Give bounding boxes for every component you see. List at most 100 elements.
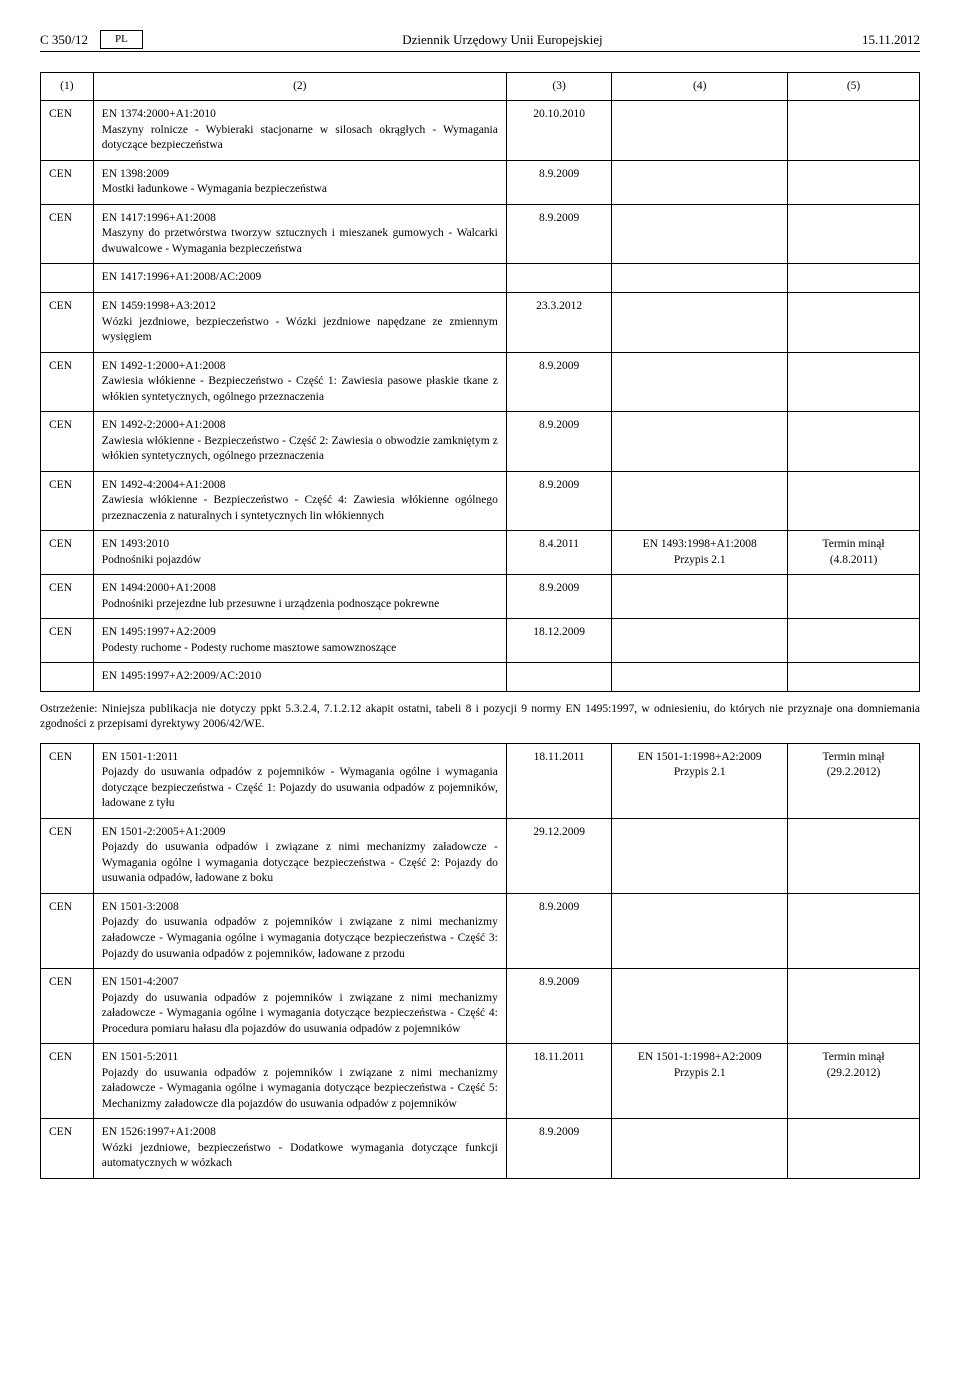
- cell-date: 8.9.2009: [506, 160, 611, 204]
- cell-date: 8.9.2009: [506, 969, 611, 1044]
- cell-date: 23.3.2012: [506, 293, 611, 353]
- col-header-1: (1): [41, 72, 94, 101]
- cell-deadline: [788, 264, 920, 293]
- standard-desc: Podesty ruchome - Podesty ruchome maszto…: [102, 641, 498, 657]
- cell-superseded: [612, 293, 788, 353]
- table-row: CENEN 1526:1997+A1:2008Wózki jezdniowe, …: [41, 1119, 920, 1179]
- table-row: CENEN 1493:2010Podnośniki pojazdów8.4.20…: [41, 531, 920, 575]
- standard-code: EN 1374:2000+A1:2010: [102, 107, 498, 123]
- cell-org: CEN: [41, 101, 94, 161]
- standard-desc: Pojazdy do usuwania odpadów z pojemników…: [102, 1066, 498, 1113]
- standard-desc: Zawiesia włókienne - Bezpieczeństwo - Cz…: [102, 434, 498, 465]
- cell-org: CEN: [41, 352, 94, 412]
- standard-desc: Mostki ładunkowe - Wymagania bezpieczeńs…: [102, 182, 498, 198]
- cell-date: 8.9.2009: [506, 412, 611, 472]
- cell-superseded: [612, 619, 788, 663]
- table-row: EN 1417:1996+A1:2008/AC:2009: [41, 264, 920, 293]
- standard-desc: Pojazdy do usuwania odpadów z pojemników…: [102, 991, 498, 1038]
- cell-date: 8.9.2009: [506, 575, 611, 619]
- col-header-3: (3): [506, 72, 611, 101]
- standard-code: EN 1459:1998+A3:2012: [102, 299, 498, 315]
- warning-text: Ostrzeżenie: Niniejsza publikacja nie do…: [40, 702, 920, 733]
- table-row: CENEN 1501-5:2011Pojazdy do usuwania odp…: [41, 1044, 920, 1119]
- standard-code: EN 1417:1996+A1:2008/AC:2009: [102, 270, 498, 286]
- page-header: C 350/12 PL Dziennik Urzędowy Unii Europ…: [40, 30, 920, 52]
- cell-date: [506, 264, 611, 293]
- col-header-5: (5): [788, 72, 920, 101]
- cell-deadline: Termin minął (4.8.2011): [788, 531, 920, 575]
- col-header-4: (4): [612, 72, 788, 101]
- standard-code: EN 1492-4:2004+A1:2008: [102, 478, 498, 494]
- header-left: C 350/12 PL: [40, 30, 143, 49]
- cell-superseded: [612, 204, 788, 264]
- cell-standard: EN 1501-2:2005+A1:2009Pojazdy do usuwani…: [93, 818, 506, 893]
- cell-standard: EN 1501-3:2008Pojazdy do usuwania odpadó…: [93, 893, 506, 968]
- standard-code: EN 1492-2:2000+A1:2008: [102, 418, 498, 434]
- standard-desc: Zawiesia włókienne - Bezpieczeństwo - Cz…: [102, 493, 498, 524]
- cell-date: 8.9.2009: [506, 204, 611, 264]
- cell-date: 18.11.2011: [506, 1044, 611, 1119]
- cell-superseded: EN 1493:1998+A1:2008 Przypis 2.1: [612, 531, 788, 575]
- standard-code: EN 1495:1997+A2:2009/AC:2010: [102, 669, 498, 685]
- cell-date: 8.9.2009: [506, 893, 611, 968]
- cell-standard: EN 1501-5:2011Pojazdy do usuwania odpadó…: [93, 1044, 506, 1119]
- table-row: CENEN 1374:2000+A1:2010Maszyny rolnicze …: [41, 101, 920, 161]
- cell-org: CEN: [41, 893, 94, 968]
- cell-standard: EN 1374:2000+A1:2010Maszyny rolnicze - W…: [93, 101, 506, 161]
- standards-table-2: CENEN 1501-1:2011Pojazdy do usuwania odp…: [40, 743, 920, 1179]
- standard-code: EN 1492-1:2000+A1:2008: [102, 359, 498, 375]
- standard-desc: Wózki jezdniowe, bezpieczeństwo - Wózki …: [102, 315, 498, 346]
- standard-code: EN 1495:1997+A2:2009: [102, 625, 498, 641]
- standard-code: EN 1501-5:2011: [102, 1050, 498, 1066]
- standard-code: EN 1526:1997+A1:2008: [102, 1125, 498, 1141]
- cell-org: CEN: [41, 204, 94, 264]
- cell-date: 8.9.2009: [506, 1119, 611, 1179]
- cell-org: CEN: [41, 1119, 94, 1179]
- standard-code: EN 1493:2010: [102, 537, 498, 553]
- cell-org: CEN: [41, 575, 94, 619]
- standard-code: EN 1398:2009: [102, 167, 498, 183]
- cell-superseded: [612, 969, 788, 1044]
- cell-standard: EN 1417:1996+A1:2008Maszyny do przetwórs…: [93, 204, 506, 264]
- lang-code: PL: [100, 30, 143, 49]
- table-row: CENEN 1398:2009Mostki ładunkowe - Wymaga…: [41, 160, 920, 204]
- table-row: CENEN 1501-3:2008Pojazdy do usuwania odp…: [41, 893, 920, 968]
- table-row: EN 1495:1997+A2:2009/AC:2010: [41, 663, 920, 692]
- cell-superseded: [612, 893, 788, 968]
- cell-superseded: [612, 412, 788, 472]
- table-row: CENEN 1495:1997+A2:2009Podesty ruchome -…: [41, 619, 920, 663]
- cell-org: CEN: [41, 619, 94, 663]
- cell-standard: EN 1493:2010Podnośniki pojazdów: [93, 531, 506, 575]
- cell-org: CEN: [41, 412, 94, 472]
- standard-desc: Wózki jezdniowe, bezpieczeństwo - Dodatk…: [102, 1141, 498, 1172]
- standard-desc: Maszyny rolnicze - Wybieraki stacjonarne…: [102, 123, 498, 154]
- cell-deadline: [788, 160, 920, 204]
- cell-deadline: [788, 575, 920, 619]
- cell-standard: EN 1495:1997+A2:2009Podesty ruchome - Po…: [93, 619, 506, 663]
- cell-date: 29.12.2009: [506, 818, 611, 893]
- col-header-2: (2): [93, 72, 506, 101]
- cell-org: [41, 264, 94, 293]
- cell-date: 8.9.2009: [506, 352, 611, 412]
- standard-code: EN 1417:1996+A1:2008: [102, 211, 498, 227]
- cell-standard: EN 1398:2009Mostki ładunkowe - Wymagania…: [93, 160, 506, 204]
- cell-deadline: [788, 818, 920, 893]
- table-row: CENEN 1492-1:2000+A1:2008Zawiesia włókie…: [41, 352, 920, 412]
- standard-desc: Pojazdy do usuwania odpadów z pojemników…: [102, 915, 498, 962]
- cell-standard: EN 1526:1997+A1:2008Wózki jezdniowe, bez…: [93, 1119, 506, 1179]
- standard-code: EN 1494:2000+A1:2008: [102, 581, 498, 597]
- cell-deadline: [788, 293, 920, 353]
- standard-desc: Maszyny do przetwórstwa tworzyw sztuczny…: [102, 226, 498, 257]
- cell-org: CEN: [41, 531, 94, 575]
- cell-deadline: [788, 204, 920, 264]
- cell-superseded: [612, 575, 788, 619]
- table-row: CENEN 1501-1:2011Pojazdy do usuwania odp…: [41, 743, 920, 818]
- cell-deadline: [788, 352, 920, 412]
- table-header-row: (1) (2) (3) (4) (5): [41, 72, 920, 101]
- cell-org: CEN: [41, 293, 94, 353]
- cell-org: CEN: [41, 818, 94, 893]
- cell-deadline: [788, 1119, 920, 1179]
- cell-standard: EN 1501-1:2011Pojazdy do usuwania odpadó…: [93, 743, 506, 818]
- cell-superseded: [612, 663, 788, 692]
- cell-deadline: [788, 101, 920, 161]
